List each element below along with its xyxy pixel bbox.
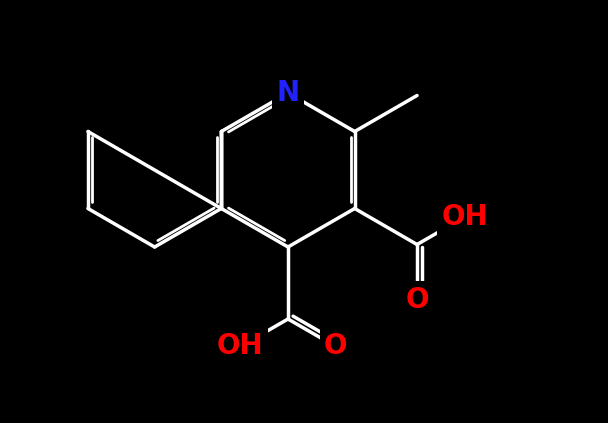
Text: OH: OH <box>441 203 488 231</box>
Text: OH: OH <box>217 332 264 360</box>
Text: O: O <box>406 286 429 313</box>
Text: O: O <box>324 332 347 360</box>
Text: N: N <box>277 79 300 107</box>
